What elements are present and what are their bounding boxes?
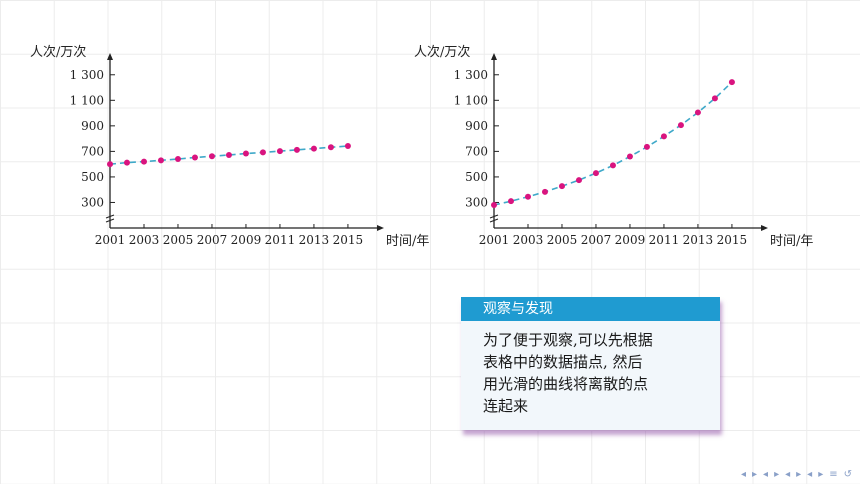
data-point — [225, 151, 232, 158]
data-point — [140, 158, 147, 165]
data-point — [259, 149, 266, 156]
x-tick-label: 2003 — [513, 233, 544, 247]
nav-frame-prev-icon[interactable]: ◂ — [763, 469, 769, 480]
y-axis-break-icon — [105, 214, 115, 223]
data-point — [191, 154, 198, 161]
x-tick-label: 2003 — [129, 233, 160, 247]
x-tick-label: 2005 — [163, 233, 194, 247]
data-point — [327, 144, 334, 151]
nav-sub-prev-icon[interactable]: ◂ — [807, 469, 813, 480]
data-point — [524, 193, 531, 200]
y-tick-label: 900 — [81, 119, 104, 133]
y-axis-label: 人次/万次 — [414, 44, 470, 60]
callout-title: 观察与发现 — [461, 297, 720, 321]
x-tick-label: 2005 — [547, 233, 578, 247]
y-tick-label: 700 — [465, 144, 488, 158]
data-point — [491, 202, 497, 209]
observation-callout: 观察与发现 为了便于观察,可以先根据 表格中的数据描点, 然后 用光滑的曲线将离… — [461, 297, 720, 430]
data-point — [592, 170, 599, 177]
y-axis-break-icon — [489, 214, 499, 223]
x-tick-label: 2007 — [197, 233, 228, 247]
y-tick-label: 1 300 — [454, 68, 488, 82]
data-point — [123, 159, 130, 166]
data-point — [107, 161, 113, 168]
nav-prev-icon[interactable]: ◂ — [740, 469, 746, 480]
data-point — [344, 143, 351, 150]
data-point — [660, 133, 667, 140]
y-tick-label: 1 300 — [70, 68, 104, 82]
y-tick-label: 300 — [81, 195, 104, 209]
y-tick-label: 300 — [465, 195, 488, 209]
data-point — [242, 150, 249, 157]
y-tick-label: 500 — [465, 170, 488, 184]
x-tick-label: 2013 — [299, 233, 330, 247]
callout-line: 连起来 — [483, 397, 529, 415]
data-point — [208, 153, 215, 160]
x-tick-label: 2015 — [717, 233, 748, 247]
x-tick-label: 2015 — [333, 233, 364, 247]
callout-line: 为了便于观察,可以先根据 — [483, 331, 653, 349]
y-axis-arrow — [107, 53, 113, 60]
callout-line: 表格中的数据描点, 然后 — [483, 353, 643, 371]
y-tick-label: 1 100 — [70, 93, 104, 107]
callout-body: 为了便于观察,可以先根据 表格中的数据描点, 然后 用光滑的曲线将离散的点 连起… — [461, 321, 720, 417]
y-tick-label: 1 100 — [454, 93, 488, 107]
data-point — [507, 198, 514, 205]
data-point — [728, 79, 735, 86]
x-tick-label: 2013 — [683, 233, 714, 247]
x-tick-label: 2011 — [649, 233, 680, 247]
slide-nav-bar: ◂ ▸ ◂ ▸ ◂ ▸ ◂ ▸ ≡ ↺ — [741, 469, 852, 480]
nav-search-icon[interactable]: ↺ — [843, 469, 852, 480]
x-axis-arrow — [761, 225, 768, 231]
nav-frame-next-icon[interactable]: ▸ — [774, 469, 780, 480]
x-axis-label: 时间/年 — [386, 234, 429, 249]
data-point — [293, 146, 300, 153]
nav-next-icon[interactable]: ▸ — [752, 469, 758, 480]
data-point — [541, 188, 548, 195]
data-point — [276, 148, 283, 155]
y-tick-label: 700 — [81, 144, 104, 158]
data-point — [575, 177, 582, 184]
nav-sub-next-icon[interactable]: ▸ — [818, 469, 824, 480]
x-axis-label: 时间/年 — [770, 234, 813, 249]
x-tick-label: 2007 — [581, 233, 612, 247]
data-point — [711, 95, 718, 102]
y-axis-label: 人次/万次 — [30, 44, 86, 60]
data-point — [643, 143, 650, 150]
y-tick-label: 500 — [81, 170, 104, 184]
nav-section-next-icon[interactable]: ▸ — [796, 469, 802, 480]
data-point — [310, 145, 317, 152]
data-point — [609, 162, 616, 169]
data-point — [694, 109, 701, 116]
data-point — [677, 122, 684, 129]
nav-align-icon[interactable]: ≡ — [829, 469, 838, 480]
data-point — [626, 153, 633, 160]
data-point — [174, 156, 181, 163]
series-line — [493, 81, 733, 206]
data-point — [157, 157, 164, 164]
callout-line: 用光滑的曲线将离散的点 — [483, 375, 649, 393]
x-tick-label: 2011 — [265, 233, 296, 247]
x-tick-label: 2009 — [231, 233, 262, 247]
x-tick-label: 2001 — [95, 233, 126, 247]
data-point — [558, 183, 565, 190]
x-tick-label: 2009 — [615, 233, 646, 247]
x-axis-arrow — [377, 225, 384, 231]
y-tick-label: 900 — [465, 119, 488, 133]
y-axis-arrow — [491, 53, 497, 60]
x-tick-label: 2001 — [479, 233, 510, 247]
nav-section-prev-icon[interactable]: ◂ — [785, 469, 791, 480]
